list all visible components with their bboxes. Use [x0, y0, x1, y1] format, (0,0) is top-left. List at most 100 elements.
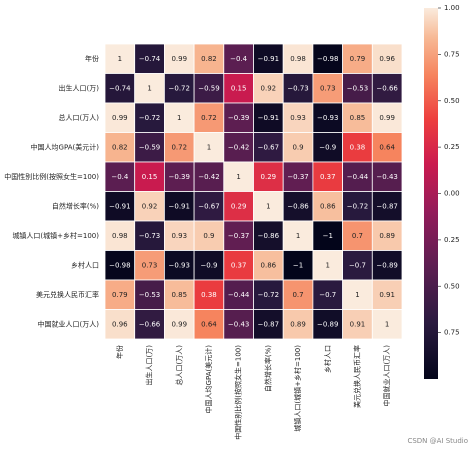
heatmap-cell [104, 191, 136, 222]
column-label: 乡村人口 [323, 345, 332, 373]
heatmap-cell-value: 1 [326, 261, 330, 269]
heatmap-cell [163, 250, 195, 281]
heatmap-cell [193, 220, 225, 251]
heatmap-cell-value: 0.86 [320, 202, 336, 210]
heatmap-cell-value: 0.38 [350, 143, 366, 151]
heatmap-cell [134, 309, 165, 340]
heatmap-cell [193, 250, 225, 281]
heatmap-cell [282, 73, 314, 104]
heatmap-cell [371, 73, 403, 104]
heatmap-cell-value: 0.86 [261, 261, 277, 269]
column-label: 出生人口(万) [145, 345, 154, 386]
row-label: 自然增长率(%) [52, 201, 99, 210]
heatmap-cell [282, 250, 314, 281]
heatmap-cells: 1 −0.74 0.99 0.82 −0.4 −0.91 0.98 −0.98 0.79 0.96… [104, 43, 403, 340]
heatmap-cell [193, 191, 225, 222]
heatmap-cell-value: 0.73 [142, 261, 158, 269]
heatmap-cell [282, 132, 314, 163]
heatmap-cell [282, 309, 314, 340]
heatmap-cell-value: −0.86 [287, 202, 309, 210]
heatmap-cell-value: 0.91 [350, 320, 366, 328]
heatmap-cell-value: −0.93 [317, 114, 338, 122]
colorbar-tick-label: 0.50 [444, 97, 460, 105]
heatmap-cell [223, 309, 254, 340]
heatmap-cell-value: 0.9 [292, 143, 303, 151]
row-label: 出生人口(万) [59, 83, 100, 92]
colorbar-gradient [424, 8, 438, 379]
heatmap-cell [282, 279, 314, 310]
heatmap-cell [253, 132, 284, 163]
row-label: 年份 [85, 54, 99, 63]
heatmap-cell-value: 0.99 [112, 114, 128, 122]
colorbar-tick-label: 1.00 [444, 4, 460, 12]
column-label: 城镇人口(城镇+乡村=100) [293, 345, 302, 432]
heatmap-cell [104, 279, 136, 310]
heatmap-cell [282, 161, 314, 192]
heatmap-cell-value: 1 [236, 173, 240, 181]
heatmap-cell-value: −0.7 [319, 291, 336, 299]
heatmap-cell-value: 1 [207, 143, 211, 151]
column-label: 中国性别比例(按照女生=100) [234, 345, 243, 440]
heatmap-cell-value: 0.92 [261, 84, 277, 92]
heatmap-cell [342, 250, 373, 281]
heatmap-cell [312, 73, 343, 104]
heatmap-cell [253, 43, 284, 74]
heatmap-cell-value: 0.72 [201, 114, 217, 122]
heatmap-cell-value: −0.59 [139, 143, 160, 151]
heatmap-cell-value: 1 [355, 291, 359, 299]
row-label: 中国人均GPA(美元计) [31, 142, 100, 151]
heatmap-cell-value: 0.82 [201, 55, 217, 63]
heatmap-cell-value: −0.98 [317, 55, 338, 63]
heatmap-cell [134, 102, 165, 133]
heatmap-cell-value: 0.79 [350, 55, 366, 63]
heatmap-cell-value: −0.53 [139, 291, 160, 299]
heatmap-cell-value: 0.7 [292, 291, 303, 299]
heatmap-cell-value: −0.73 [287, 84, 308, 92]
heatmap-cell-value: −0.72 [169, 84, 190, 92]
row-label: 乡村人口 [71, 260, 99, 269]
heatmap-cell-value: 0.93 [290, 114, 306, 122]
heatmap-cell-value: 1 [177, 114, 181, 122]
column-label: 美元兑换人民币汇率 [352, 345, 361, 408]
heatmap-cell [104, 309, 136, 340]
column-label: 总人口(万人) [174, 345, 183, 386]
row-label: 中国就业人口(万人) [38, 319, 100, 328]
heatmap-cell-value: −0.86 [258, 232, 280, 240]
heatmap-cell-value: 1 [296, 232, 300, 240]
heatmap-cell-value: 0.64 [379, 143, 395, 151]
heatmap-cell [371, 309, 403, 340]
heatmap-cell [104, 102, 136, 133]
colorbar-tick-label: 0.00 [444, 190, 460, 198]
heatmap-cell-value: −0.44 [347, 173, 369, 181]
column-label: 中国就业人口(万人) [382, 345, 391, 407]
heatmap-cell-value: −0.91 [258, 55, 279, 63]
heatmap-cell [193, 279, 225, 310]
heatmap-cell-value: 1 [266, 202, 270, 210]
heatmap-cell [253, 161, 284, 192]
heatmap-cell [371, 43, 403, 74]
heatmap-cell-value: −0.74 [139, 55, 161, 63]
heatmap-cell [223, 250, 254, 281]
heatmap-cell-value: 1 [385, 320, 389, 328]
column-label: 中国人均GPA(美元计) [204, 345, 213, 414]
heatmap-cell-value: −0.39 [228, 114, 249, 122]
heatmap-cell-value: 0.15 [142, 173, 158, 181]
heatmap-cell [342, 191, 373, 222]
heatmap-cell-value: −0.67 [198, 202, 219, 210]
heatmap-cell-value: 0.98 [112, 232, 128, 240]
row-label: 美元兑换人民币汇率 [36, 290, 99, 299]
colorbar-tick-label: 0.75 [444, 50, 460, 58]
heatmap-cell-value: 0.29 [261, 173, 277, 181]
heatmap-cell-value: 0.99 [171, 320, 187, 328]
heatmap-cell-value: −0.9 [200, 261, 217, 269]
heatmap-cell [282, 220, 314, 251]
heatmap-cell-value: 0.99 [171, 55, 187, 63]
column-labels: 年份 出生人口(万) 总人口(万人) 中国人均GPA(美元计) 中国性别比例(按照女生=… [115, 345, 391, 440]
heatmap-cell-value: −0.87 [376, 202, 397, 210]
heatmap-cell-value: −0.42 [228, 143, 249, 151]
heatmap-cell-value: −0.4 [230, 55, 248, 63]
heatmap-cell-value: 0.73 [320, 84, 336, 92]
heatmap-cell-value: −0.66 [139, 320, 161, 328]
heatmap-cell-value: 0.85 [171, 291, 187, 299]
